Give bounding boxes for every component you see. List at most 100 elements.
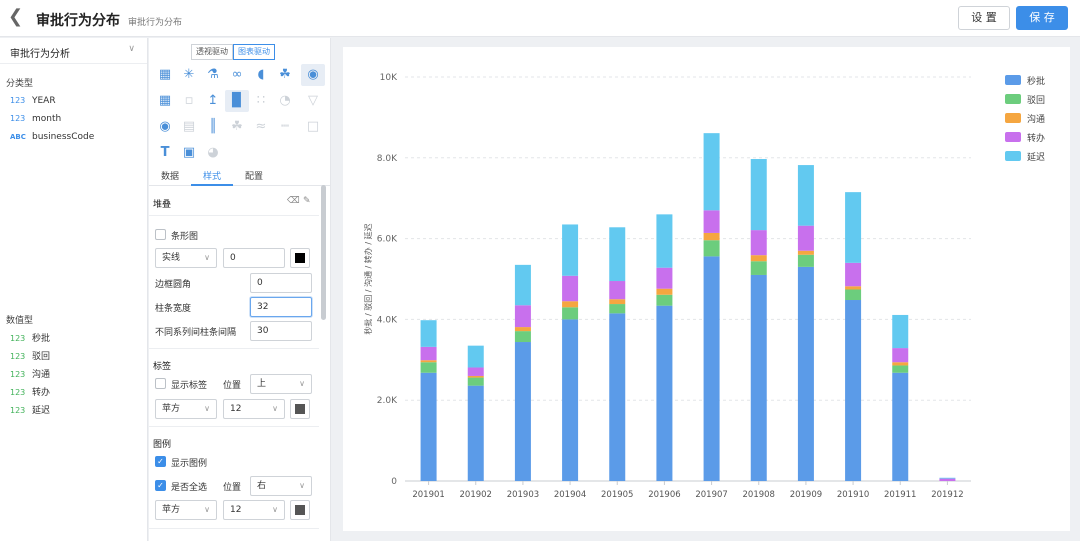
trash-icon[interactable]: ⌫ [287,196,300,206]
frame-chart-icon[interactable]: □ [306,119,320,134]
bar-segment [609,299,626,305]
show-label-checkbox[interactable] [155,378,166,389]
geo-point-chart-icon[interactable]: ◉ [301,64,325,86]
config-scrollbar[interactable] [321,185,326,320]
bar-segment [797,165,814,226]
y-tick-label: 4.0K [377,315,398,325]
bar-segment [892,348,909,363]
field-type: 123 [10,334,26,343]
x-tick-label: 201902 [460,490,492,500]
waterfall-chart-icon[interactable]: ┉ [281,119,289,134]
chevron-down-icon: ∨ [272,404,278,413]
line-color-picker[interactable] [290,248,310,268]
funnel-chart-icon[interactable]: ▽ [308,93,318,108]
bar-segment [467,345,484,368]
line-width-input[interactable]: 0 [223,248,285,268]
pivot-table-icon[interactable]: ▤ [182,119,196,134]
label-size-select[interactable]: 12 ∨ [223,399,285,419]
dataset-name: 审批行为分析 [10,49,70,60]
chevron-down-icon: ∨ [128,44,135,54]
tab-config[interactable]: 配置 [245,172,264,182]
network-chart-icon[interactable]: ✳ [183,67,195,82]
text-widget-icon[interactable]: T [160,145,170,160]
bar-segment [750,159,767,231]
bar-segment [420,372,437,481]
bar-segment [892,314,909,349]
label-section-title: 标签 [153,362,172,372]
color-swatch [295,253,305,263]
globe-chart-icon[interactable]: ◉ [159,119,171,134]
stacked-bar-chart: 0 2.0K 4.0K 6.0K 8.0K 10K 秒批 / 驳回 / 沟通 / 转办 / … [363,73,1045,500]
bar-segment [703,210,720,233]
bar-segment [892,372,909,481]
legend-swatch[interactable] [1005,151,1021,161]
field-item[interactable]: 123 month [10,111,61,127]
field-item[interactable]: ABC businessCode [10,129,94,145]
field-label: businessCode [32,132,95,142]
bar-width-input[interactable]: 32 [250,297,312,317]
bar-gap-input[interactable]: 30 [250,321,312,341]
bar-segment [467,385,484,481]
legend-swatch[interactable] [1005,132,1021,142]
field-item[interactable]: 123 驳回 [10,349,50,365]
relation-chart-icon[interactable]: ∞ [231,67,243,82]
back-arrow-icon[interactable]: ❮ [8,6,24,27]
sankey-chart-icon[interactable]: ≈ [255,119,267,134]
legend-swatch[interactable] [1005,113,1021,123]
map-chart-icon[interactable]: ☘ [279,67,291,82]
china-map-icon[interactable]: ☘ [231,119,243,134]
settings-button[interactable]: 设 置 [958,6,1010,30]
bar-segment [845,192,862,263]
field-item[interactable]: 123 秒批 [10,331,50,347]
legend-label: 延迟 [1027,151,1045,163]
label-color-picker[interactable] [290,399,310,419]
bar-chart-icon[interactable]: ▉ [225,90,249,112]
save-button[interactable]: 保 存 [1016,6,1068,30]
line-chart-icon[interactable]: ↥ [207,93,219,108]
label-position-select[interactable]: 上 ∨ [250,374,312,394]
radial-chart-icon[interactable]: ◖ [257,67,265,82]
legend-swatch[interactable] [1005,94,1021,104]
field-item[interactable]: 123 YEAR [10,93,56,109]
legend-font-select[interactable]: 苹方 ∨ [155,500,217,520]
line-style-select[interactable]: 实线 ∨ [155,248,217,268]
x-tick-label: 201908 [743,490,775,500]
radius-input[interactable]: 0 [250,273,312,293]
dataset-selector[interactable]: 审批行为分析 ∨ [0,38,147,64]
tab-style[interactable]: 样式 [191,166,234,186]
chevron-down-icon: ∨ [204,404,210,413]
legend-color-picker[interactable] [290,500,310,520]
pie-chart-icon[interactable]: ◔ [279,93,291,108]
legend-label: 沟通 [1027,113,1045,125]
label-font-select[interactable]: 苹方 ∨ [155,399,217,419]
chevron-down-icon: ∨ [272,505,278,514]
field-label: 秒批 [32,334,51,344]
bar-segment [797,254,814,267]
legend-size-select[interactable]: 12 ∨ [223,500,285,520]
calendar-chart-icon[interactable]: ▦ [158,67,172,82]
legend-position-select[interactable]: 右 ∨ [250,476,312,496]
parallel-chart-icon[interactable]: ║ [209,119,217,134]
mode-pivot[interactable]: 透视驱动 [191,44,233,60]
tab-data[interactable]: 数据 [161,172,180,182]
bar-segment [420,360,437,363]
field-type: 123 [10,114,26,123]
bar-checkbox[interactable] [155,229,166,240]
bar-segment [514,342,531,481]
edit-icon[interactable]: ✎ [303,196,311,206]
field-item[interactable]: 123 延迟 [10,403,50,419]
scatter-chart-icon[interactable]: ∷ [256,93,266,108]
tree-chart-icon[interactable]: ⚗ [207,67,219,82]
field-item[interactable]: 123 沟通 [10,367,50,383]
image-widget-icon[interactable]: ▣ [182,145,196,160]
gauge-chart-icon[interactable]: ◕ [207,145,219,160]
mode-chart[interactable]: 图表驱动 [233,44,275,60]
show-legend-checkbox[interactable]: ✓ [155,456,166,467]
table-chart-icon[interactable]: ▦ [158,93,172,108]
select-all-checkbox[interactable]: ✓ [155,480,166,491]
chart-canvas: 0 2.0K 4.0K 6.0K 8.0K 10K 秒批 / 驳回 / 沟通 / 转办 / … [343,47,1070,531]
legend-swatch[interactable] [1005,75,1021,85]
divider [149,348,319,349]
kpi-card-icon[interactable]: ▫ [184,93,194,108]
field-item[interactable]: 123 转办 [10,385,50,401]
